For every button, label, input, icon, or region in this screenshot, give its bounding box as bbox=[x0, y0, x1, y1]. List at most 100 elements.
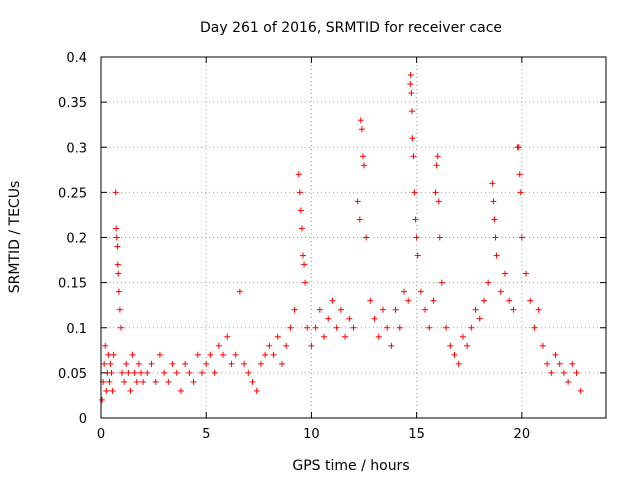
data-point bbox=[489, 180, 496, 187]
data-point bbox=[396, 324, 403, 331]
data-point bbox=[329, 297, 336, 304]
data-point bbox=[516, 171, 523, 178]
data-point bbox=[535, 306, 542, 313]
data-point bbox=[119, 369, 126, 376]
data-point bbox=[350, 324, 357, 331]
data-point bbox=[392, 306, 399, 313]
y-tick-label: 0.3 bbox=[66, 141, 87, 156]
data-point bbox=[105, 351, 112, 358]
chart-title: Day 261 of 2016, SRMTID for receiver cac… bbox=[200, 20, 502, 36]
data-point bbox=[108, 369, 115, 376]
data-point bbox=[106, 378, 113, 385]
data-point bbox=[156, 351, 163, 358]
data-point bbox=[443, 324, 450, 331]
data-point bbox=[110, 351, 117, 358]
data-point bbox=[539, 342, 546, 349]
x-axis-label: GPS time / hours bbox=[292, 458, 409, 474]
data-point bbox=[407, 72, 414, 79]
data-point bbox=[573, 369, 580, 376]
data-point bbox=[577, 387, 584, 394]
data-point bbox=[413, 234, 420, 241]
data-point bbox=[401, 288, 407, 295]
data-point bbox=[186, 369, 193, 376]
data-point bbox=[137, 369, 144, 376]
data-point bbox=[207, 351, 214, 358]
data-point bbox=[354, 198, 361, 205]
data-point bbox=[375, 333, 382, 340]
data-point bbox=[116, 306, 123, 313]
data-point bbox=[531, 324, 538, 331]
data-point bbox=[224, 333, 231, 340]
data-points bbox=[99, 72, 584, 403]
data-point bbox=[436, 234, 443, 241]
data-point bbox=[262, 351, 269, 358]
data-point bbox=[361, 162, 368, 169]
data-point bbox=[408, 90, 415, 97]
data-point bbox=[359, 153, 366, 160]
data-point bbox=[99, 396, 106, 403]
data-point bbox=[379, 306, 386, 313]
data-point bbox=[490, 198, 497, 205]
data-point bbox=[296, 189, 303, 196]
data-point bbox=[297, 207, 304, 214]
data-point bbox=[515, 144, 522, 151]
data-point bbox=[215, 342, 222, 349]
data-point bbox=[144, 369, 151, 376]
data-point bbox=[447, 342, 454, 349]
data-point bbox=[491, 216, 498, 223]
data-point bbox=[199, 369, 205, 376]
data-point bbox=[321, 333, 328, 340]
data-point bbox=[408, 108, 415, 115]
data-point bbox=[502, 270, 508, 277]
data-point bbox=[411, 189, 418, 196]
y-tick-label: 0.05 bbox=[58, 367, 87, 382]
data-point bbox=[422, 306, 429, 313]
data-point bbox=[129, 351, 136, 358]
data-point bbox=[169, 360, 176, 367]
y-tick-label: 0.1 bbox=[66, 322, 87, 337]
data-point bbox=[102, 342, 109, 349]
data-point bbox=[173, 369, 180, 376]
data-point bbox=[433, 162, 440, 169]
data-point bbox=[358, 126, 365, 133]
data-point bbox=[123, 360, 130, 367]
data-point bbox=[121, 378, 128, 385]
data-point bbox=[517, 189, 524, 196]
data-point bbox=[430, 297, 437, 304]
data-point bbox=[414, 252, 421, 259]
data-point bbox=[177, 387, 184, 394]
data-point bbox=[274, 333, 281, 340]
data-point bbox=[356, 216, 363, 223]
data-point bbox=[417, 288, 424, 295]
data-point bbox=[148, 360, 155, 367]
data-point bbox=[409, 135, 416, 142]
data-point bbox=[270, 351, 277, 358]
x-tick-label: 10 bbox=[303, 427, 320, 442]
data-point bbox=[468, 324, 475, 331]
data-point bbox=[161, 369, 168, 376]
data-point bbox=[125, 369, 132, 376]
data-point bbox=[140, 378, 147, 385]
data-point bbox=[565, 378, 572, 385]
data-point bbox=[407, 81, 414, 88]
x-tick-label: 15 bbox=[408, 427, 425, 442]
data-point bbox=[133, 378, 140, 385]
data-point bbox=[152, 378, 159, 385]
data-point bbox=[283, 342, 290, 349]
data-point bbox=[300, 252, 306, 259]
y-tick-label: 0.2 bbox=[66, 232, 87, 247]
data-point bbox=[518, 234, 525, 241]
data-point bbox=[384, 324, 391, 331]
data-point bbox=[464, 342, 471, 349]
x-tick-label: 5 bbox=[202, 427, 210, 442]
data-point bbox=[115, 270, 122, 277]
data-point bbox=[241, 360, 248, 367]
data-point bbox=[357, 117, 364, 124]
data-point bbox=[480, 297, 487, 304]
data-point bbox=[245, 369, 252, 376]
data-point bbox=[302, 279, 309, 286]
data-point bbox=[114, 261, 121, 268]
data-point bbox=[278, 360, 285, 367]
data-point bbox=[312, 324, 319, 331]
